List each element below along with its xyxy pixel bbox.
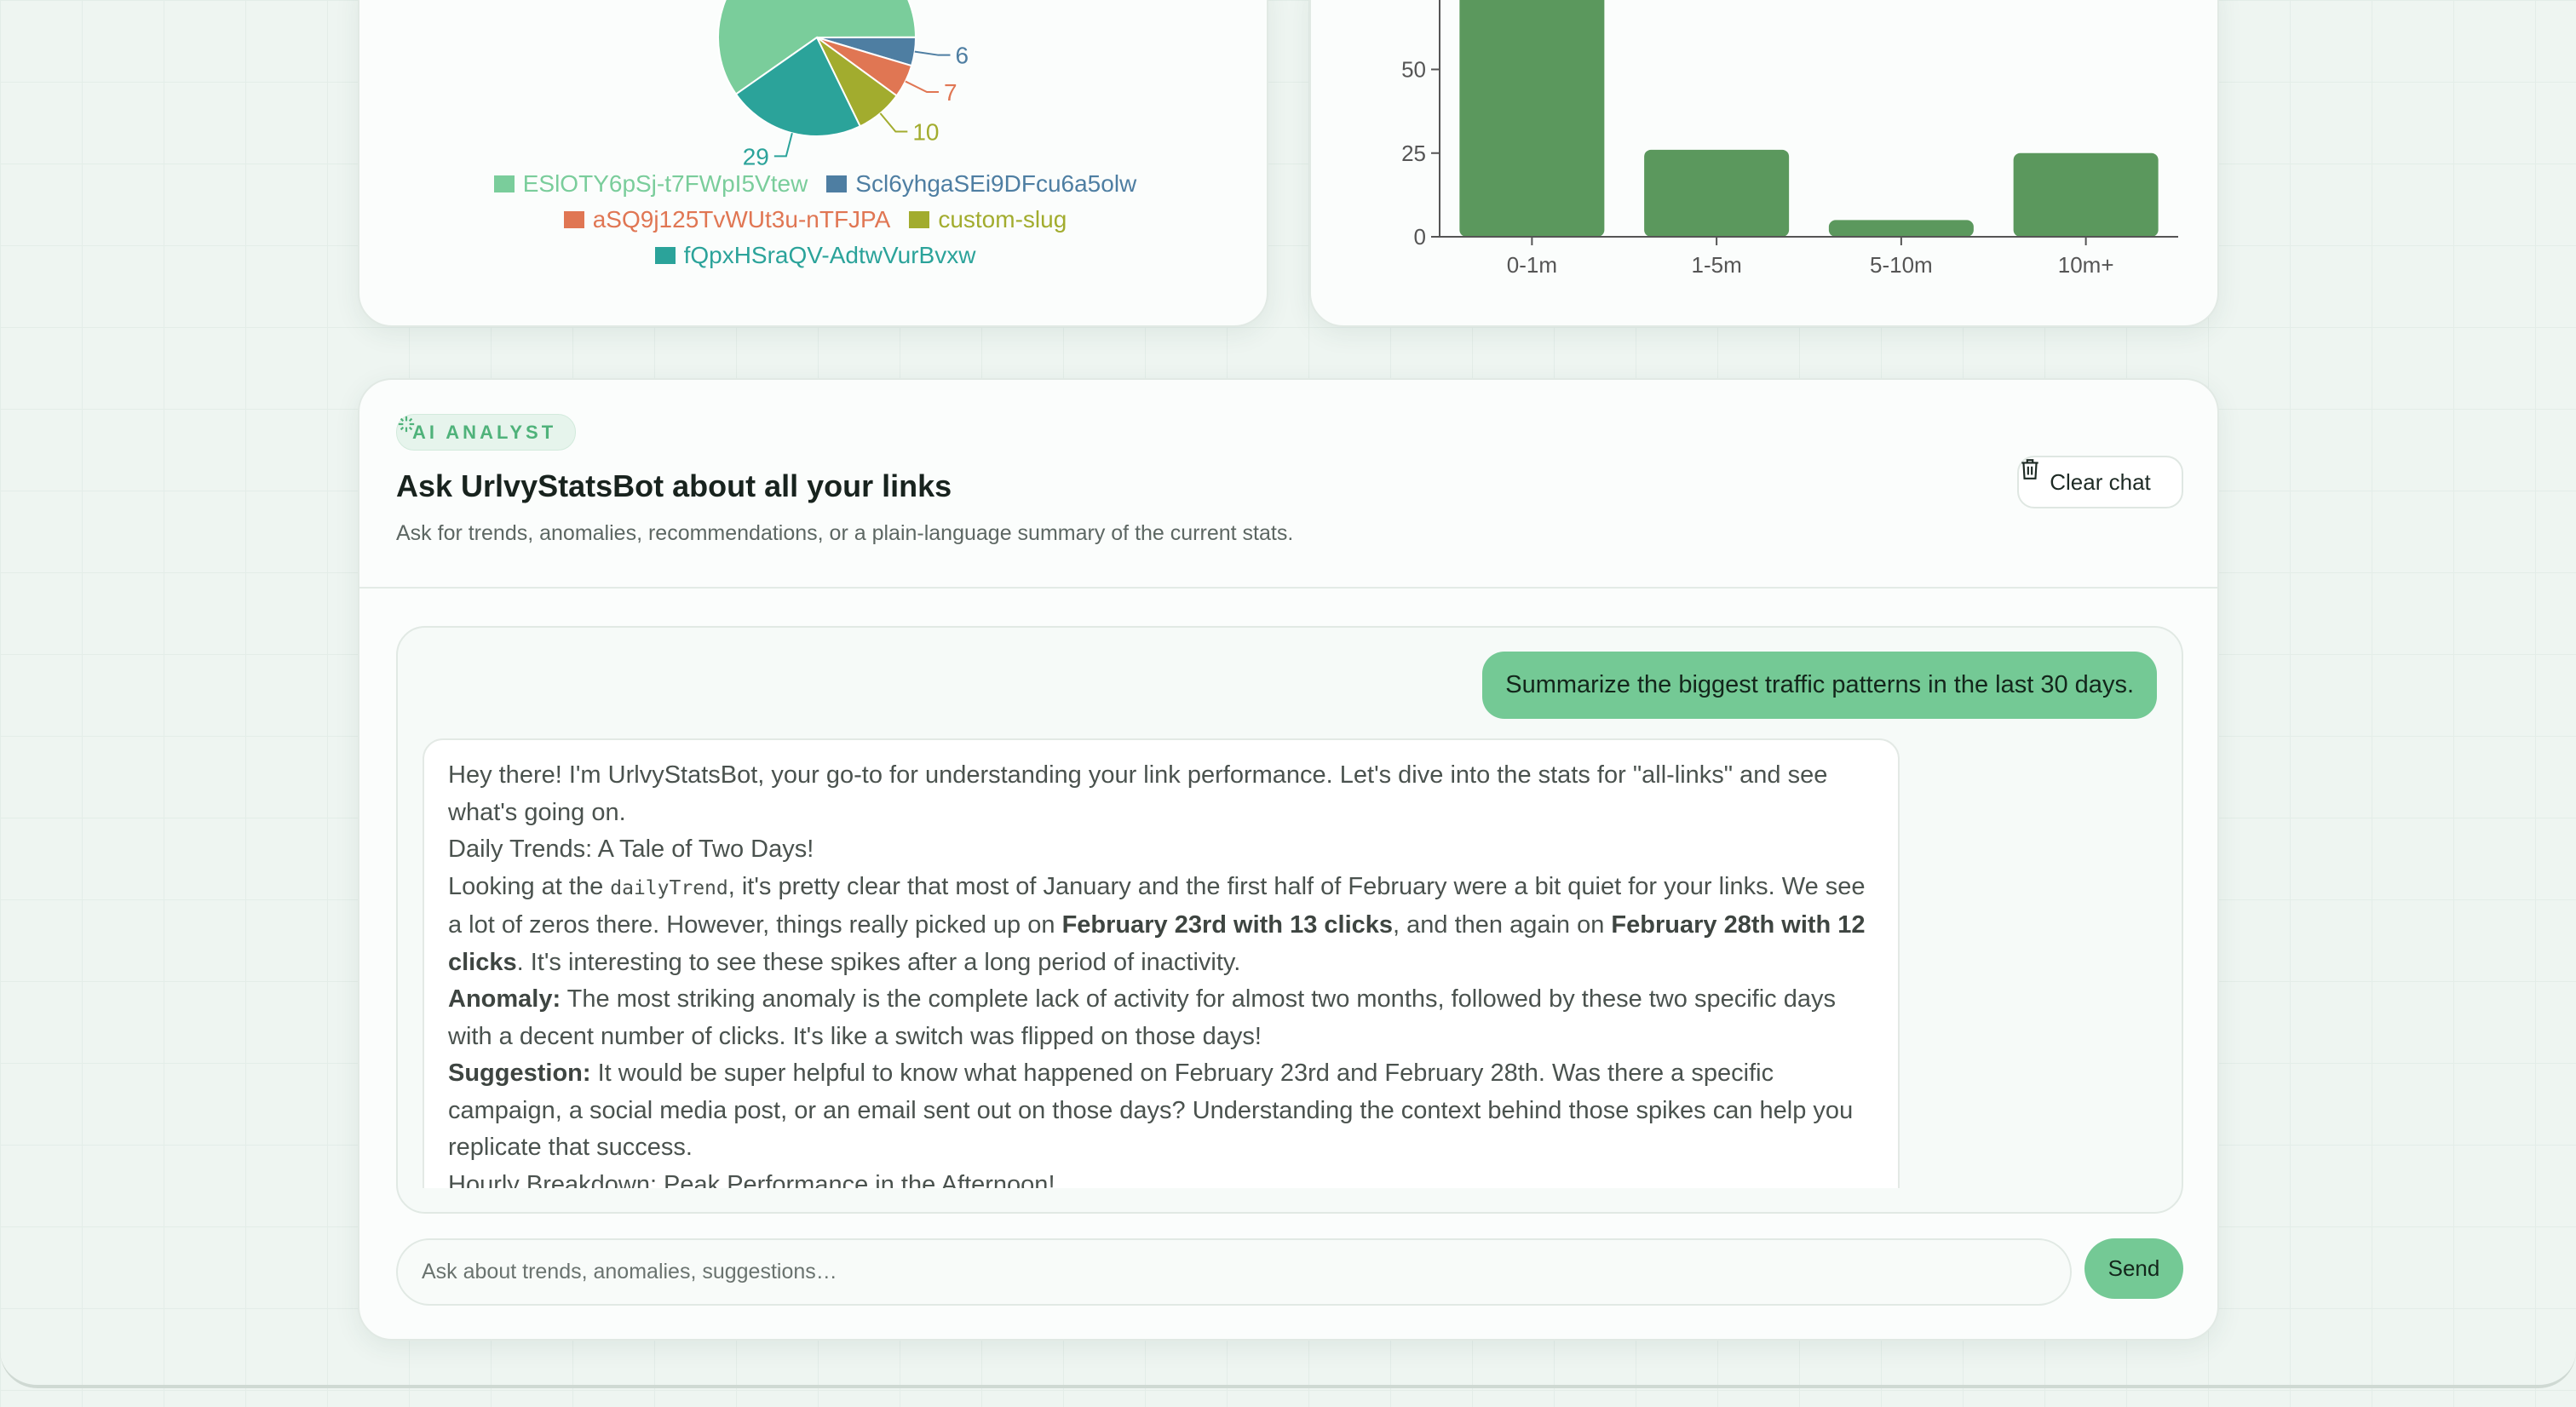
slice-label: 10 [912,118,939,145]
chat-input[interactable]: Ask about trends, anomalies, suggestions… [396,1238,2072,1306]
divider [359,587,2217,589]
y-tick-label: 25 [1401,141,1426,166]
legend-item: ESlOTY6pSj-t7FWpI5Vtew [493,170,808,198]
legend-item: aSQ9j125TvWUt3u-nTFJPA [563,206,891,233]
paragraph: Anomaly: The most striking anomaly is th… [448,981,1874,1055]
pie-slice [734,36,862,137]
leader-line [905,80,939,94]
bar [1459,0,1605,237]
legend-swatch [654,247,676,264]
sparkle-icon [398,416,415,433]
y-tick-label: 0 [1414,224,1426,250]
bar [1828,220,1974,237]
x-tick-label: 1-5m [1692,252,1742,278]
paragraph: Suggestion: It would be super helpful to… [448,1055,1874,1167]
leader-line [914,50,951,56]
chat-log: Summarize the biggest traffic patterns i… [396,626,2183,1214]
bar [2013,152,2159,237]
legend-swatch [493,175,515,192]
text-run: The most striking anomaly is the complet… [448,985,1836,1050]
paragraph: Looking at the dailyTrend, it's pretty c… [448,869,1874,982]
bold-run: Anomaly: [448,985,561,1013]
legend: ESlOTY6pSj-t7FWpI5Vtew Scl6yhgaSEi9DFcu6a… [470,170,1160,269]
send-label: Send [2107,1255,2160,1281]
leader-line [879,112,908,133]
x-tick-label: 0-1m [1507,252,1557,278]
text-run: Looking at the [448,872,611,900]
paragraph: Hourly Breakdown: Peak Performance in th… [448,1170,1055,1189]
title: Ask UrlvyStatsBot about all your links [396,468,952,503]
legend-label: Scl6yhgaSEi9DFcu6a5olw [855,170,1137,197]
send-button[interactable]: Send [2084,1238,2183,1299]
user-message: Summarize the biggest traffic patterns i… [1482,652,2157,719]
paragraph: Hey there! I'm UrlvyStatsBot, your go-to… [448,761,1828,826]
legend-label: fQpxHSraQV-AdtwVurBvxw [683,242,976,268]
subtitle: Ask for trends, anomalies, recommendatio… [396,521,1294,545]
trash-icon [2021,459,2038,480]
code-run: dailyTrend [610,876,728,899]
bar [1644,149,1790,237]
legend-label: ESlOTY6pSj-t7FWpI5Vtew [522,170,808,197]
bold-run: February 28th with 12 clicks [448,911,1866,976]
pie-card: 77671029 ESlOTY6pSj-t7FWpI5VtewScl6yhgaS… [358,0,1268,327]
pie-chart: 77671029 [717,0,969,169]
legend-item: fQpxHSraQV-AdtwVurBvxw [654,242,976,269]
x-tick-label: 10m+ [2058,252,2114,278]
text-run: . It's interesting to see these spikes a… [516,948,1241,976]
bold-run: Suggestion: [448,1060,591,1087]
paragraph: Daily Trends: A Tale of Two Days! [448,836,814,863]
pie-slice [717,0,917,95]
clear-chat-label: Clear chat [2050,468,2151,495]
badge: AI ANALYST [396,414,577,451]
analyst-card: AI ANALYST Ask UrlvyStatsBot about all y… [358,378,2219,1341]
leader-line [773,133,793,158]
y-tick-label: 50 [1401,57,1426,83]
input-placeholder: Ask about trends, anomalies, suggestions… [422,1260,837,1284]
chat-scroll[interactable]: Summarize the biggest traffic patterns i… [398,628,2182,1188]
x-tick-label: 5-10m [1870,252,1933,278]
text-run: , it's pretty clear that most of January… [448,872,1866,939]
legend-swatch [563,211,584,228]
legend-label: aSQ9j125TvWUt3u-nTFJPA [592,206,891,233]
slice-label: 7 [944,79,957,106]
bot-message: Hey there! I'm UrlvyStatsBot, your go-to… [423,738,1900,1188]
bold-run: February 23rd with 13 clicks [1061,911,1394,939]
text-run: It would be super helpful to know what h… [448,1060,1854,1161]
legend-label: custom-slug [938,206,1067,233]
clear-chat-button[interactable]: Clear chat [2017,456,2183,508]
legend-swatch [826,175,848,192]
legend-item: custom-slug [909,206,1067,233]
slice-label: 29 [743,143,769,169]
legend-swatch [909,211,930,228]
slice-label: 6 [956,43,969,69]
legend-item: Scl6yhgaSEi9DFcu6a5olw [826,170,1136,198]
badge-label: AI ANALYST [412,421,557,443]
text-run: , and then again on [1393,911,1612,939]
